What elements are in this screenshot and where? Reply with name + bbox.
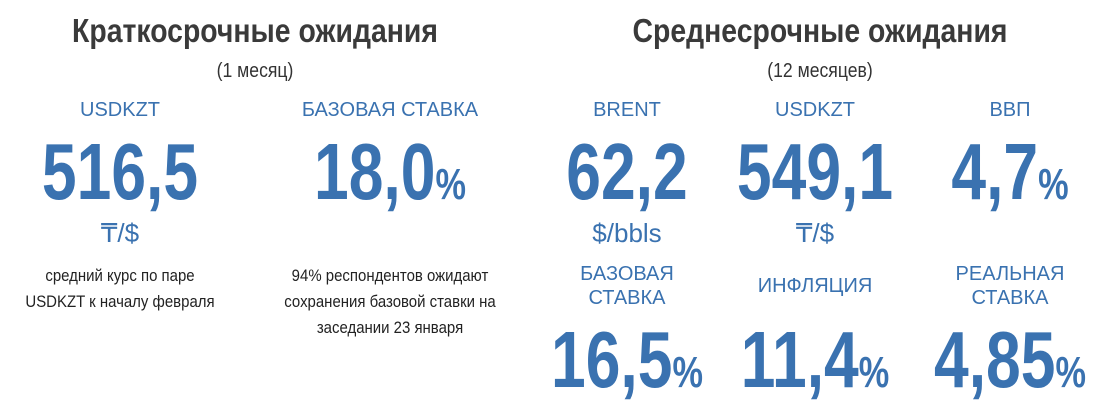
metric-note: средний курс по паре	[45, 266, 195, 285]
value-text: 62,2	[566, 127, 688, 216]
metric-label: ВВП	[989, 99, 1031, 121]
metric-label: БАЗОВАЯ	[580, 263, 674, 285]
value-text: 549,1	[736, 127, 894, 216]
metric-label: БАЗОВАЯ СТАВКА	[301, 99, 479, 121]
section-title: Краткосрочные ожидания	[72, 12, 438, 49]
metric-value: 549,1	[698, 132, 932, 212]
value-unit: ₸/$	[795, 218, 835, 248]
metric-value: 18,0%	[273, 132, 507, 225]
value-unit: %	[672, 348, 703, 397]
metric-label: СТАВКА	[971, 287, 1049, 309]
value-text: 16,5	[551, 315, 673, 404]
metric-value: 62,2	[510, 132, 744, 212]
metric-label: ИНФЛЯЦИЯ	[757, 275, 873, 297]
metric-value: 11,4%	[698, 320, 932, 413]
metric-label: BRENT	[593, 99, 661, 121]
value-unit: %	[435, 160, 466, 209]
metric-value: 16,5%	[510, 320, 744, 413]
metric-note: заседании 23 января	[316, 318, 464, 337]
value-text: 516,5	[41, 127, 199, 216]
metric-note: сохранения базовой ставки на	[284, 292, 496, 311]
section-subtitle: (1 месяц)	[216, 60, 294, 82]
value-text: 11,4	[740, 315, 859, 404]
metric-value: 4,85%	[893, 320, 1120, 413]
value-unit: $/bbls	[592, 218, 662, 248]
metric-label: USDKZT	[80, 99, 160, 121]
value-text: 18,0	[314, 127, 436, 216]
section-subtitle: (12 месяцев)	[767, 60, 873, 82]
metric-label: СТАВКА	[588, 287, 666, 309]
metric-value: 516,5	[3, 132, 237, 212]
value-unit: %	[858, 348, 890, 397]
value-unit: ₸/$	[100, 218, 140, 248]
metric-label: USDKZT	[775, 99, 855, 121]
metric-note: USDKZT к началу февраля	[25, 292, 215, 311]
value-unit: %	[1055, 348, 1086, 397]
value-text: 4,85	[934, 315, 1056, 404]
value-text: 4,7	[951, 127, 1039, 216]
metric-value: 4,7%	[893, 132, 1120, 225]
metric-note: 94% респондентов ожидают	[291, 266, 489, 285]
value-unit: %	[1038, 160, 1069, 209]
section-title: Среднесрочные ожидания	[632, 12, 1008, 49]
metric-label: РЕАЛЬНАЯ	[955, 263, 1065, 285]
